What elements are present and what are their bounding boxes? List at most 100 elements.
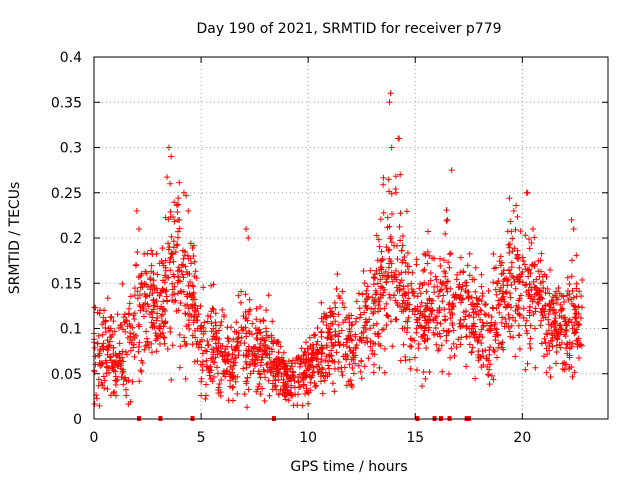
data-point <box>100 340 107 347</box>
data-point <box>259 351 266 358</box>
data-point <box>389 343 396 350</box>
data-point <box>215 384 222 391</box>
data-point <box>547 304 554 311</box>
data-point <box>243 361 250 368</box>
data-point <box>264 360 271 367</box>
data-point <box>136 339 143 346</box>
data-point <box>122 386 129 393</box>
data-point <box>565 296 572 303</box>
data-point <box>513 302 520 309</box>
data-point <box>370 281 377 288</box>
data-point <box>130 344 137 351</box>
data-point <box>406 263 413 270</box>
data-point <box>439 368 446 375</box>
data-point <box>512 285 519 292</box>
data-point <box>480 361 487 368</box>
data-point <box>144 250 151 257</box>
data-point <box>544 351 551 358</box>
data-point <box>367 267 374 274</box>
data-point <box>156 325 163 332</box>
data-point <box>417 303 424 310</box>
data-point <box>120 314 127 321</box>
data-point <box>437 263 444 270</box>
data-point <box>357 311 364 318</box>
data-point <box>154 271 161 278</box>
data-point <box>388 239 395 246</box>
data-point <box>371 297 378 304</box>
data-point <box>214 351 221 358</box>
data-point <box>261 337 268 344</box>
data-point <box>302 390 309 397</box>
data-point <box>540 285 547 292</box>
data-point <box>256 371 263 378</box>
data-point <box>417 290 424 297</box>
data-point <box>371 298 378 305</box>
data-point <box>415 345 422 352</box>
data-point <box>202 395 209 402</box>
data-point <box>475 296 482 303</box>
data-point <box>324 334 331 341</box>
data-point <box>456 295 463 302</box>
data-point <box>148 268 155 275</box>
data-point <box>123 317 130 324</box>
data-point <box>302 339 309 346</box>
data-point <box>514 213 521 220</box>
data-point <box>99 331 106 338</box>
data-point <box>433 341 440 348</box>
data-point <box>421 279 428 286</box>
data-point <box>320 318 327 325</box>
data-point <box>364 339 371 346</box>
data-point <box>192 334 199 341</box>
data-point <box>346 344 353 351</box>
data-point <box>174 241 181 248</box>
data-point <box>149 290 156 297</box>
data-point <box>513 202 520 209</box>
data-point <box>246 308 253 315</box>
data-point <box>257 362 264 369</box>
data-point <box>542 302 549 309</box>
data-point <box>420 267 427 274</box>
data-point <box>156 305 163 312</box>
data-point <box>119 348 126 355</box>
data-point <box>521 261 528 268</box>
data-point <box>498 319 505 326</box>
data-point <box>169 250 176 257</box>
data-point <box>517 292 524 299</box>
data-point <box>105 365 112 372</box>
data-point <box>547 266 554 273</box>
data-point <box>441 306 448 313</box>
data-point <box>405 289 412 296</box>
data-point <box>159 245 166 252</box>
data-point <box>573 252 580 259</box>
data-point <box>238 334 245 341</box>
data-point <box>492 264 499 271</box>
data-point <box>299 375 305 382</box>
data-point <box>557 329 564 336</box>
x-tick-label: 15 <box>406 430 424 446</box>
data-point <box>375 341 382 348</box>
data-point <box>492 286 499 293</box>
data-point <box>470 309 477 316</box>
y-axis-label: SRMTID / TECUs <box>7 182 23 295</box>
data-point <box>167 214 174 221</box>
data-point <box>212 354 219 361</box>
data-point <box>427 269 434 276</box>
data-point <box>93 395 100 402</box>
data-point <box>134 249 141 256</box>
data-point <box>386 255 393 262</box>
data-point <box>153 348 160 355</box>
data-point <box>117 357 124 364</box>
data-point <box>123 351 130 358</box>
data-point <box>115 324 122 331</box>
data-point <box>318 328 325 335</box>
data-point <box>198 378 205 385</box>
data-point <box>379 326 386 333</box>
data-point <box>180 255 187 262</box>
data-point <box>393 242 400 249</box>
data-point <box>302 360 309 367</box>
data-point <box>140 305 147 312</box>
data-point <box>148 283 155 290</box>
data-point <box>352 352 359 359</box>
data-point <box>338 327 345 334</box>
data-point <box>234 335 241 342</box>
